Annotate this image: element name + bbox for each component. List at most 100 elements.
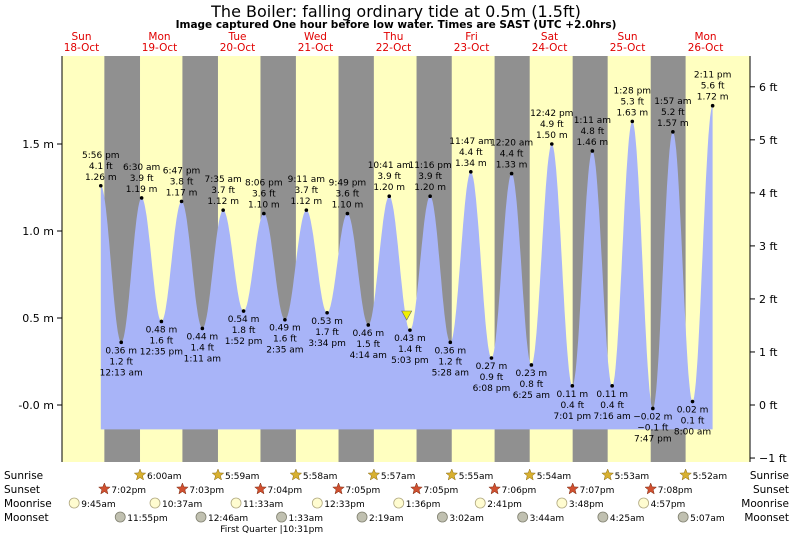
tide-point — [489, 356, 494, 360]
low-tide-label: 6:25 am — [513, 391, 550, 401]
high-tide-label: 1.33 m — [496, 161, 528, 171]
low-tide-label: 0.4 ft — [600, 401, 624, 411]
day-name: Fri — [465, 31, 478, 43]
sunset-time: 7:06pm — [502, 486, 537, 496]
high-tide-label: 11:47 am — [449, 137, 492, 147]
high-tide-label: 4.1 ft — [89, 162, 113, 172]
low-tide-label: 0.36 m — [434, 346, 466, 356]
low-tide-label: 5:03 pm — [391, 356, 429, 366]
tide-point — [325, 310, 329, 315]
tide-point — [610, 384, 614, 388]
day-name: Tue — [228, 31, 247, 43]
high-tide-label: 4.8 ft — [581, 127, 605, 137]
tide-point — [469, 170, 473, 174]
tide-point — [690, 399, 695, 404]
low-tide-label: 0.27 m — [476, 362, 508, 372]
low-tide-label: 1.4 ft — [398, 345, 422, 355]
sunrise-time: 6:00am — [147, 472, 182, 482]
sunset-time: 7:08pm — [658, 486, 693, 496]
high-tide-label: 6:47 pm — [163, 166, 201, 176]
right-axis-tick-label: 2 ft — [759, 293, 778, 306]
day-date: 20-Oct — [220, 42, 256, 54]
high-tide-label: 1.57 m — [657, 119, 689, 129]
low-tide-label: 1.5 ft — [356, 340, 380, 350]
tide-water-area — [100, 105, 713, 430]
tide-point — [529, 363, 534, 367]
moonrise-time: 1:36pm — [406, 500, 441, 510]
day-name: Sun — [618, 31, 638, 43]
sunset-time: 7:04pm — [267, 486, 302, 496]
tide-point — [408, 328, 412, 332]
high-tide-label: 5.2 ft — [661, 108, 685, 118]
low-tide-label: 1.6 ft — [150, 336, 174, 346]
moonrise-time: 12:33pm — [324, 500, 364, 510]
moonrise-time: 9:45am — [81, 500, 116, 510]
low-tide-label: 7:47 pm — [634, 434, 672, 444]
tide-point — [570, 384, 575, 388]
high-tide-label: 7:35 am — [204, 175, 241, 185]
sunset-icon — [488, 482, 501, 495]
left-axis-tick-label: 0.5 m — [22, 312, 54, 325]
high-tide-label: 3.9 ft — [130, 174, 154, 184]
row-label-left-moonset: Moonset — [4, 512, 49, 524]
low-tide-label: 0.49 m — [269, 324, 301, 334]
low-tide-label: −0.02 m — [633, 412, 672, 422]
tide-point — [98, 183, 103, 188]
low-tide-label: 0.23 m — [516, 369, 548, 379]
high-tide-label: 12:42 pm — [530, 109, 573, 119]
left-axis-tick-label: -0.0 m — [18, 399, 54, 412]
right-axis-tick-label: 5 ft — [759, 134, 778, 147]
low-tide-label: 0.36 m — [105, 346, 137, 356]
low-tide-label: 12:13 am — [100, 368, 143, 378]
high-tide-label: 3.7 ft — [295, 186, 319, 196]
day-date: 21-Oct — [298, 42, 334, 54]
low-tide-label: 0.4 ft — [560, 401, 584, 411]
day-date: 19-Oct — [142, 42, 178, 54]
low-tide-label: 4:14 am — [350, 351, 387, 361]
high-tide-label: 3.8 ft — [170, 177, 194, 187]
low-tide-label: 0.1 ft — [681, 417, 705, 427]
sunset-icon — [176, 482, 189, 495]
sunrise-time: 5:57am — [381, 472, 416, 482]
moonrise-time: 3:48pm — [569, 500, 604, 510]
axes: -0.0 m 0.5 m 1.0 m 1.5 m −1 ft 0 ft 1 ft 2 ft 3 … — [18, 56, 787, 465]
low-tide-label: 0.53 m — [311, 317, 343, 327]
low-tide-label: 0.46 m — [352, 329, 384, 339]
day-date: 25-Oct — [610, 42, 646, 54]
sunrise-icon — [601, 468, 615, 481]
low-tide-label: 6:08 pm — [473, 384, 511, 394]
high-tide-label: 3.9 ft — [377, 172, 401, 182]
low-tide-label: 0.48 m — [146, 325, 178, 335]
low-tide-label: 3:34 pm — [308, 339, 346, 349]
tide-point — [428, 194, 432, 198]
moonset-time: 1:33am — [289, 514, 324, 524]
sunset-time: 7:03pm — [189, 486, 224, 496]
high-tide-label: 1.10 m — [248, 201, 280, 211]
high-tide-label: 3.6 ft — [336, 190, 360, 200]
high-tide-label: 1.12 m — [291, 197, 323, 207]
day-name: Wed — [304, 31, 327, 43]
sunset-icon — [644, 482, 658, 495]
row-label-left-moonrise: Moonrise — [4, 498, 52, 510]
high-tide-label: 4.9 ft — [540, 120, 564, 130]
high-tide-label: 1.10 m — [332, 201, 364, 211]
tide-point — [550, 142, 554, 146]
high-tide-label: 10:41 am — [368, 161, 411, 171]
high-tide-label: 9:11 am — [288, 175, 325, 185]
high-tide-label: 12:20 am — [490, 139, 533, 149]
day-headers: Sun18-OctMon19-OctTue20-OctWed21-OctThu2… — [64, 31, 724, 54]
right-axis-tick-label: 1 ft — [759, 346, 778, 359]
moonset-time: 4:25am — [610, 514, 645, 524]
low-tide-label: 1:52 pm — [225, 337, 263, 347]
moonrise-time: 11:33am — [243, 500, 283, 510]
current-level-marker — [401, 310, 413, 321]
moonrise-time: 10:37am — [162, 500, 202, 510]
moonset-icon — [436, 511, 448, 523]
low-tide-label: 0.44 m — [187, 332, 219, 342]
high-tide-label: 1:57 am — [654, 97, 691, 107]
moonset-time: 12:46am — [208, 514, 248, 524]
row-label-left-sunset: Sunset — [4, 484, 40, 496]
high-tide-label: 5.6 ft — [701, 82, 725, 92]
